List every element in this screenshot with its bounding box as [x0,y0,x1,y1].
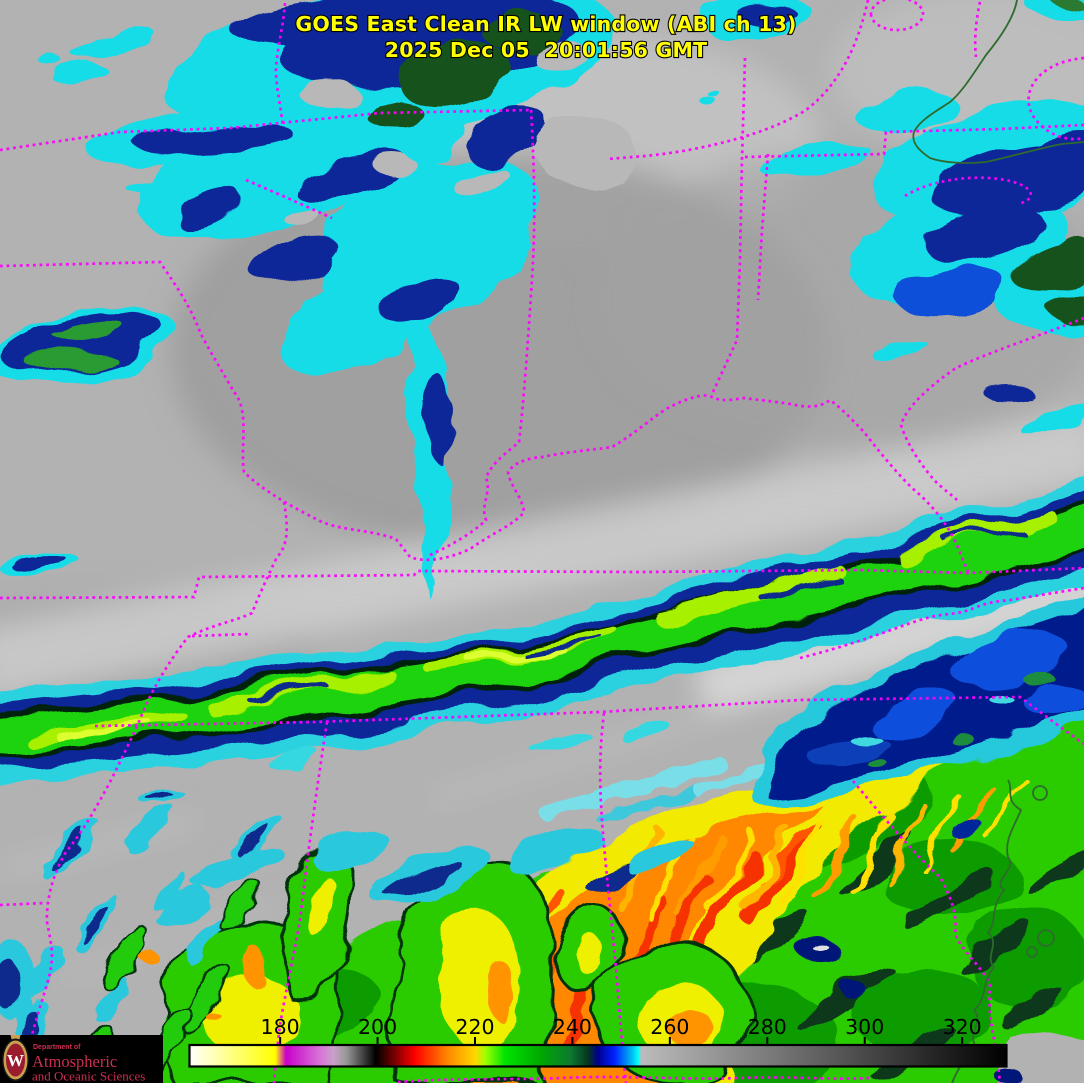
colorbar-tick-label: 260 [650,1015,689,1039]
border-in-oh [711,57,747,393]
border-il-north [0,108,532,152]
colorbar-tick-label: 180 [261,1015,300,1039]
border-oh-mi-arc [607,0,870,161]
border-left-stub [0,901,46,907]
border-oh-pa-north [744,123,1084,159]
border-wi-vertical [274,2,287,128]
border-tn-south [94,695,1084,746]
border-il-in [427,109,536,558]
title-line2-timestamp: 2025 Dec 05 20:01:56 GMT [385,38,708,62]
border-mississippi-ohio-river [0,260,971,574]
colorbar-gradient-bar [188,1043,1008,1068]
frontal-cloud-band [0,472,1084,788]
border-lake-michigan-edge [245,178,333,220]
border-gulf-coast [397,1075,871,1083]
northeast-cold-cloud-mass [704,0,1084,436]
coastal-lake-outline [1037,929,1055,947]
colorbar-tick-label: 320 [943,1015,982,1039]
border-nc-sc [851,780,1002,1083]
colorbar-tick-label: 200 [358,1015,397,1039]
colorbar-ticks: 180 200 220 240 260 280 300 320 [261,1015,982,1047]
logo-dept-line2: and Oceanic Sciences [32,1069,145,1083]
colorbar-tick-label: 220 [455,1015,494,1039]
colorbar-tick-label: 280 [748,1015,787,1039]
colorbar-tick-label: 240 [553,1015,592,1039]
logo-dept-line1: Atmospheric [32,1052,117,1071]
logo-dept-prefix: Department of [33,1044,81,1051]
border-va-nc [799,586,1084,660]
lake-erie-coastline [912,0,1084,164]
image-title: GOES East Clean IR LW window (ABI ch 13)… [294,11,797,63]
northwest-cold-cloud-mass [0,0,810,598]
uw-crest-icon: W [2,1035,29,1082]
border-lake-arc-east [1027,56,1084,141]
border-wv-va [899,316,1084,501]
atlantic-coastline [951,779,1023,1083]
coastal-lake-outline-2 [1026,946,1038,958]
aos-logo: W Department of Atmospheric and Oceanic … [0,1035,163,1083]
border-mi-stub [973,1,982,58]
coastal-lake-outline-3 [1032,785,1048,801]
colorbar-tick-label: 300 [845,1015,884,1039]
southeast-cold-cloud-mass [752,596,1084,804]
border-river-meander [191,632,251,638]
warm-sector-clouds [151,711,1084,1083]
colorbar: 180 200 220 240 260 280 300 320 [188,1015,1008,1068]
border-lake-island-circle [869,0,925,32]
crest-letter: W [7,1051,24,1070]
coastlines [912,0,1084,1083]
title-line1: GOES East Clean IR LW window (ABI ch 13) [295,12,796,36]
